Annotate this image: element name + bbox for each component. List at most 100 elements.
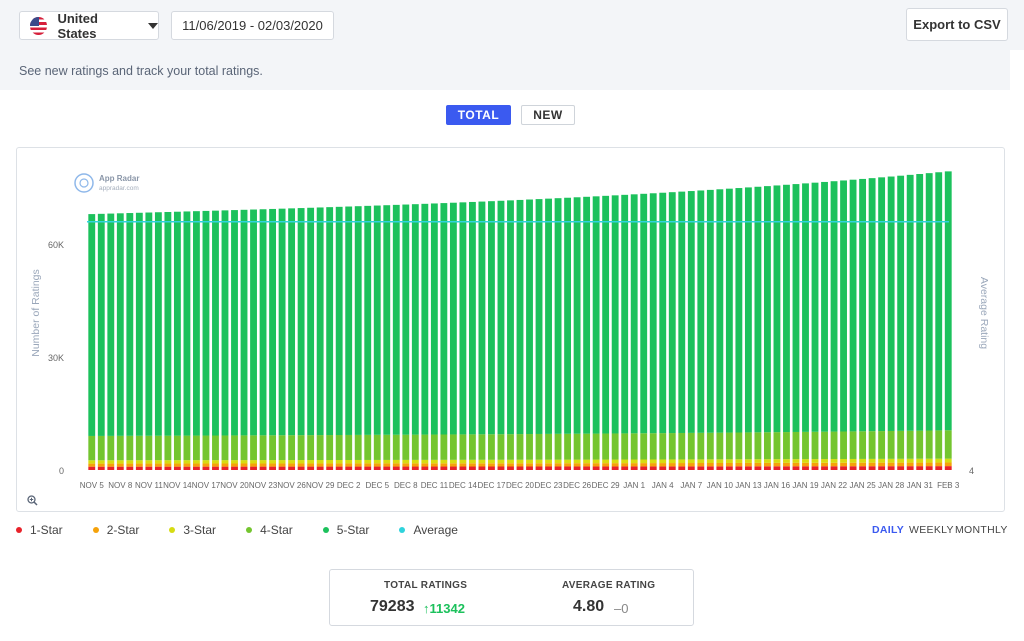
bar-segment-4-star	[316, 435, 324, 461]
bar-segment-4-star	[307, 435, 315, 461]
subtitle-band	[0, 50, 1010, 90]
x-axis-tick-label: JAN 1	[623, 481, 645, 490]
bar-segment-1-star	[449, 466, 457, 470]
bar-segment-4-star	[783, 432, 790, 460]
bar-segment-3-star	[554, 459, 562, 464]
legend-item-2-star[interactable]: 2-Star	[92, 523, 139, 537]
bar-segment-5-star	[764, 186, 771, 433]
bar-segment-5-star	[925, 173, 933, 431]
bar-segment-1-star	[944, 466, 952, 470]
bar-segment-3-star	[193, 460, 200, 464]
bar-segment-1-star	[440, 466, 448, 470]
bar-segment-2-star	[583, 463, 591, 467]
bar-segment-4-star	[488, 434, 495, 460]
bar-segment-3-star	[240, 460, 248, 464]
arrow-up-icon: ↑	[423, 601, 430, 616]
y2-axis-tick-label: 4	[969, 466, 974, 476]
bar-segment-3-star	[697, 459, 705, 464]
bar-segment-2-star	[916, 462, 924, 467]
legend-item-5-star[interactable]: 5-Star	[322, 523, 369, 537]
country-select[interactable]: United States	[19, 10, 159, 41]
bar-segment-1-star	[231, 466, 238, 470]
bar-segment-1-star	[411, 466, 419, 470]
bar-segment-5-star	[830, 181, 838, 432]
bar-segment-5-star	[602, 195, 610, 434]
bar-segment-3-star	[811, 459, 819, 463]
bar-segment-1-star	[221, 466, 229, 470]
legend-item-1-star[interactable]: 1-Star	[16, 523, 63, 537]
bar-segment-2-star	[326, 463, 334, 467]
bar-segment-2-star	[278, 463, 286, 467]
period-daily[interactable]: DAILY	[872, 524, 905, 536]
bar-segment-5-star	[783, 184, 790, 433]
bar-segment-1-star	[240, 466, 248, 470]
period-weekly[interactable]: WEEKLY	[909, 524, 954, 536]
date-range-picker[interactable]: 11/06/2019 - 02/03/2020	[171, 11, 334, 40]
legend-label-3-star: 3-Star	[183, 523, 217, 537]
x-axis-tick-label: DEC 5	[366, 481, 390, 490]
legend-item-3-star[interactable]: 3-Star	[169, 523, 216, 537]
bar-segment-1-star	[392, 466, 400, 470]
bar-segment-2-star	[668, 463, 676, 467]
bar-segment-2-star	[697, 463, 705, 467]
bar-segment-5-star	[269, 208, 276, 436]
bar-segment-5-star	[221, 210, 229, 436]
bar-segment-5-star	[326, 207, 334, 436]
tab-new[interactable]: NEW	[521, 105, 575, 125]
bar-segment-3-star	[116, 460, 124, 464]
bar-segment-2-star	[678, 463, 686, 467]
bar-segment-4-star	[107, 435, 115, 461]
bar-segment-1-star	[783, 466, 790, 470]
bar-segment-3-star	[545, 459, 552, 464]
tab-total[interactable]: TOTAL	[446, 105, 511, 125]
bar-segment-5-star	[573, 197, 581, 434]
bar-segment-4-star	[221, 435, 229, 461]
bar-segment-4-star	[326, 435, 334, 461]
bar-segment-5-star	[630, 194, 638, 434]
bar-segment-4-star	[678, 432, 686, 460]
x-axis-tick-label: JAN 31	[907, 481, 934, 490]
legend-item-average[interactable]: Average	[399, 523, 458, 537]
period-monthly[interactable]: MONTHLY	[955, 524, 1008, 536]
bar-segment-5-star	[231, 210, 238, 436]
bar-segment-5-star	[840, 180, 847, 432]
bar-segment-5-star	[288, 208, 296, 436]
country-label: United States	[57, 10, 98, 41]
legend-label-average: Average	[413, 523, 458, 537]
bar-segment-1-star	[878, 466, 886, 470]
bar-segment-3-star	[744, 459, 752, 463]
x-axis-tick-label: DEC 29	[592, 481, 621, 490]
bar-segment-3-star	[887, 458, 895, 463]
bar-segment-5-star	[497, 200, 505, 435]
bar-segment-3-star	[497, 459, 505, 464]
bar-segment-3-star	[269, 460, 276, 464]
x-axis-tick-label: JAN 16	[764, 481, 791, 490]
bar-segment-4-star	[259, 435, 267, 461]
bar-segment-1-star	[545, 466, 552, 470]
bar-segment-1-star	[164, 466, 172, 470]
x-axis-tick-label: NOV 17	[192, 481, 221, 490]
bar-segment-2-star	[221, 463, 229, 467]
bar-segment-3-star	[278, 460, 286, 464]
bar-segment-1-star	[583, 466, 591, 470]
bar-segment-1-star	[402, 466, 410, 470]
bar-segment-5-star	[507, 200, 514, 435]
bar-segment-3-star	[725, 459, 733, 463]
bar-segment-4-star	[516, 434, 524, 460]
legend-item-4-star[interactable]: 4-Star	[246, 523, 293, 537]
bar-segment-3-star	[402, 459, 410, 464]
bar-segment-3-star	[183, 460, 191, 464]
bar-segment-4-star	[430, 434, 438, 460]
bar-segment-5-star	[250, 209, 257, 436]
bar-segment-1-star	[602, 466, 610, 470]
bar-segment-4-star	[906, 430, 914, 459]
bar-segment-4-star	[725, 432, 733, 460]
bar-segment-4-star	[859, 431, 867, 459]
bar-segment-4-star	[630, 433, 638, 460]
legend-swatch-4-star	[246, 527, 253, 533]
export-csv-button[interactable]: Export to CSV	[906, 8, 1008, 41]
bar-segment-1-star	[925, 466, 933, 470]
top-toolbar	[0, 0, 1024, 50]
bar-segment-4-star	[592, 433, 600, 460]
bar-segment-1-star	[421, 466, 429, 470]
